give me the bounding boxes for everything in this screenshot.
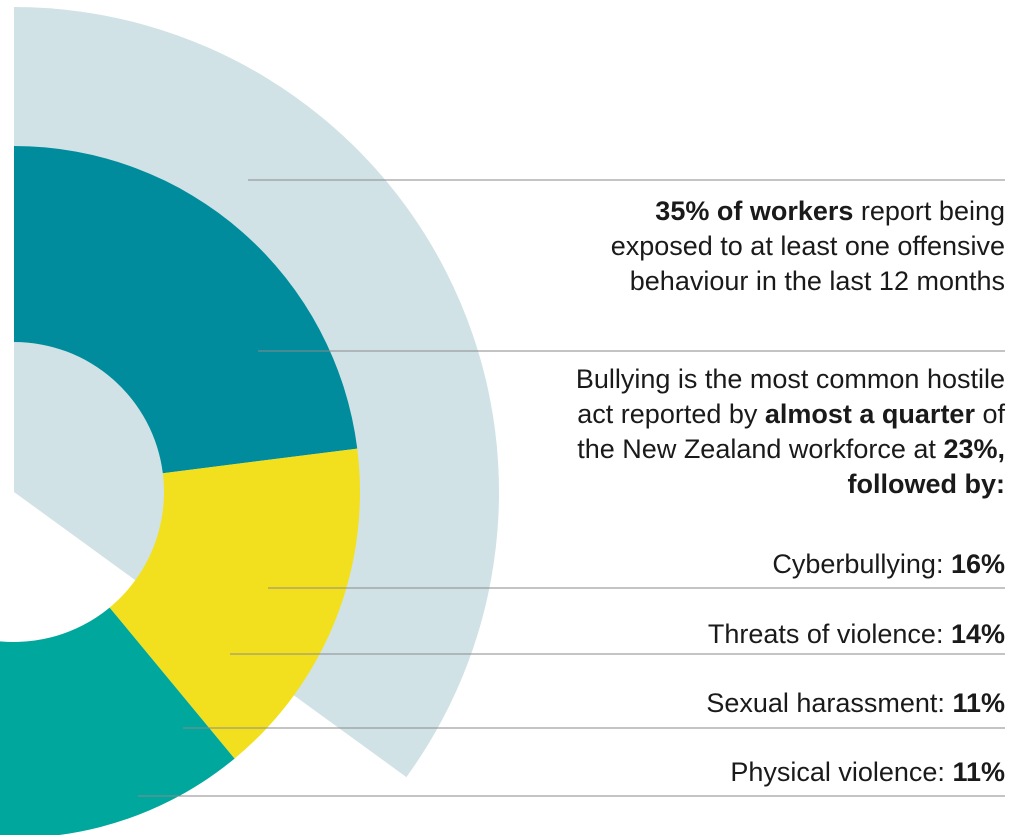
annotation-all-behaviours-bold: 35% of workers (655, 196, 854, 226)
annotation-bullying-bold-1: almost a quarter (764, 399, 975, 429)
annotation-physical-violence-value: 11% (952, 757, 1005, 787)
annotation-threats: Threats of violence: 14% (585, 617, 1005, 652)
annotation-all-behaviours: 35% of workers report being exposed to a… (565, 194, 1005, 299)
annotation-all-behaviours-text: report being exposed to at least one off… (610, 196, 1005, 296)
annotation-threats-value: 14% (950, 619, 1005, 649)
annotation-physical-violence-label: Physical violence: (730, 757, 953, 787)
annotation-bullying: Bullying is the most common hostile act … (555, 362, 1005, 502)
annotation-physical-violence: Physical violence: 11% (585, 755, 1005, 790)
annotation-sexual-harassment-label: Sexual harassment: (706, 688, 953, 718)
sector-cyberbullying (109, 448, 360, 759)
sector-bullying (14, 146, 358, 474)
annotation-bullying-text-1: Bullying is the most common hostile act … (575, 364, 1005, 429)
annotation-cyberbullying-value: 16% (950, 549, 1005, 579)
annotation-sexual-harassment: Sexual harassment: 11% (585, 686, 1005, 721)
annotation-bullying-bold-2: 23%, followed by: (847, 434, 1006, 499)
annotation-cyberbullying: Cyberbullying: 16% (585, 547, 1005, 582)
annotation-sexual-harassment-value: 11% (952, 688, 1005, 718)
annotation-cyberbullying-label: Cyberbullying: (772, 549, 951, 579)
sector-threats (0, 607, 235, 835)
annotation-threats-label: Threats of violence: (707, 619, 951, 649)
annotation-bullying-text-2: of the New Zealand workforce at (577, 399, 1005, 464)
